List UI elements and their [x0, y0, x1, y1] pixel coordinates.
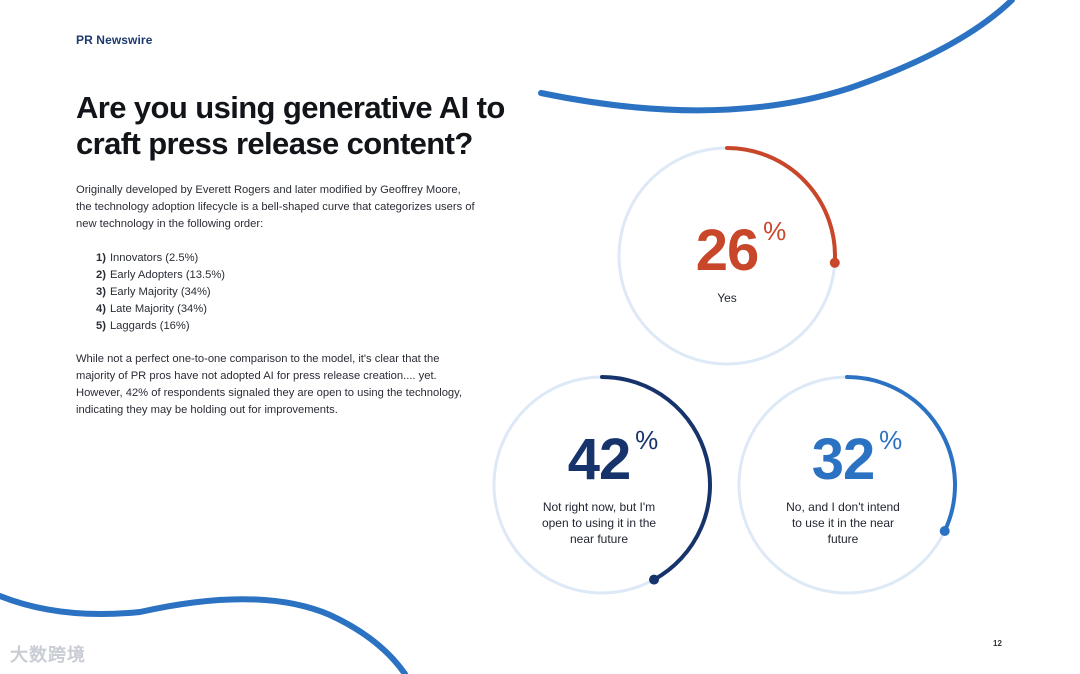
- stat-yes: 26% Yes: [627, 216, 827, 306]
- bottom-swoosh: [0, 593, 408, 674]
- list-item: 4) Late Majority (34%): [96, 303, 207, 315]
- page-number: 12: [993, 639, 1002, 648]
- adoption-lifecycle-list: 1) Innovators (2.5%) 2) Early Adopters (13…: [96, 250, 225, 335]
- stat-no: 32% No, and I don't intend to use it in …: [748, 425, 938, 547]
- list-item: 5) Laggards (16%): [96, 320, 190, 332]
- stat-open-in-future: 42% Not right now, but I'm open to using…: [504, 425, 694, 547]
- stat-caption: Not right now, but I'm open to using it …: [541, 500, 657, 546]
- ring-end-dot: [829, 257, 840, 268]
- list-item: 3) Early Majority (34%): [96, 286, 211, 298]
- list-item: 2) Early Adopters (13.5%): [96, 269, 225, 281]
- page-title: Are you using generative AI to craft pre…: [76, 90, 505, 161]
- stat-caption: Yes: [717, 291, 737, 305]
- top-swoosh: [538, 0, 1015, 114]
- stat-caption: No, and I don't intend to use it in the …: [786, 500, 900, 546]
- brand-logo: PR Newswire: [76, 33, 153, 47]
- outro-paragraph: While not a perfect one-to-one compariso…: [76, 353, 463, 416]
- ring-end-dot: [939, 525, 950, 536]
- stat-value: 26%: [695, 216, 787, 283]
- stat-value: 42%: [567, 425, 659, 492]
- list-item: 1) Innovators (2.5%): [96, 252, 199, 264]
- intro-paragraph: Originally developed by Everett Rogers a…: [76, 184, 475, 230]
- ring-progress-arc: [845, 375, 957, 533]
- stat-value: 32%: [811, 425, 903, 492]
- ring-progress-arc: [725, 146, 837, 265]
- ring-progress-arc: [600, 375, 712, 582]
- ring-end-dot: [649, 574, 660, 585]
- watermark: 大数跨境: [10, 645, 86, 665]
